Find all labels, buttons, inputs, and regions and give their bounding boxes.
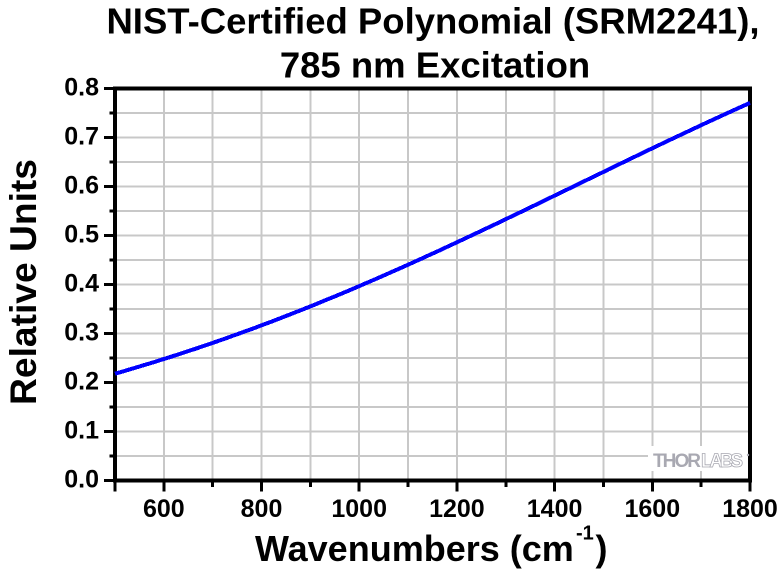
svg-text:0.4: 0.4 — [64, 270, 99, 298]
svg-text:1200: 1200 — [429, 495, 485, 523]
svg-text:THOR: THOR — [653, 451, 701, 472]
svg-text:1400: 1400 — [527, 495, 583, 523]
svg-text:Relative Units: Relative Units — [2, 159, 44, 405]
svg-text:0.0: 0.0 — [64, 466, 99, 494]
svg-text:0.8: 0.8 — [64, 74, 99, 102]
svg-text:): ) — [596, 528, 608, 569]
svg-text:785 nm Excitation: 785 nm Excitation — [280, 45, 590, 86]
svg-text:0.2: 0.2 — [64, 368, 99, 396]
svg-text:-1: -1 — [576, 523, 594, 545]
svg-text:1600: 1600 — [624, 495, 680, 523]
svg-text:0.3: 0.3 — [64, 319, 99, 347]
svg-text:LABS: LABS — [701, 451, 743, 472]
svg-text:600: 600 — [143, 495, 185, 523]
svg-text:0.7: 0.7 — [64, 123, 99, 151]
svg-text:800: 800 — [241, 495, 283, 523]
svg-text:Wavenumbers (cm: Wavenumbers (cm — [255, 528, 574, 569]
svg-text:1000: 1000 — [331, 495, 387, 523]
svg-text:1800: 1800 — [722, 495, 778, 523]
svg-text:NIST-Certified Polynomial (SRM: NIST-Certified Polynomial (SRM2241), — [106, 1, 759, 42]
svg-text:0.6: 0.6 — [64, 172, 99, 200]
svg-text:0.1: 0.1 — [64, 417, 99, 445]
svg-text:0.5: 0.5 — [64, 221, 99, 249]
